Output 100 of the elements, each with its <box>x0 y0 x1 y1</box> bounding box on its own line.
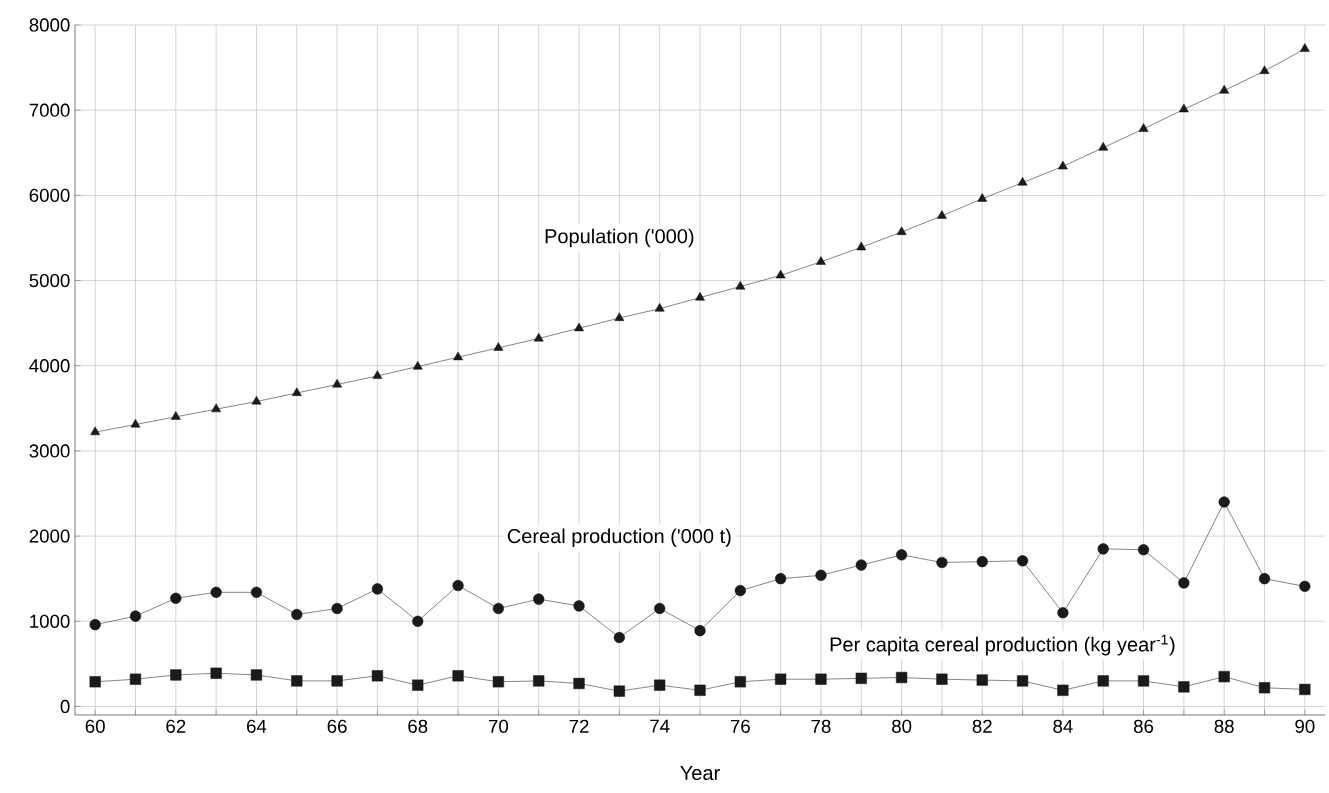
point <box>573 677 585 690</box>
point <box>1057 684 1069 696</box>
point <box>815 673 827 685</box>
y-tick-label: 4000 <box>29 359 70 373</box>
text: Population ('000) <box>545 228 694 248</box>
point <box>1016 555 1029 567</box>
point <box>573 600 585 612</box>
point <box>654 602 666 615</box>
point <box>1258 682 1271 694</box>
x-tick-label: 70 <box>488 719 509 733</box>
x-tick-label: 66 <box>327 719 347 733</box>
point <box>412 679 424 691</box>
point <box>816 256 826 265</box>
point <box>371 583 384 595</box>
point <box>130 418 141 428</box>
point <box>1058 160 1068 170</box>
point <box>775 269 786 279</box>
x-tick-label: 86 <box>1133 719 1154 733</box>
point <box>1258 573 1271 585</box>
point <box>775 573 787 585</box>
point <box>775 673 787 685</box>
point <box>896 671 908 684</box>
x-tick-label: 80 <box>892 719 912 733</box>
point <box>89 619 101 631</box>
point <box>1097 675 1109 687</box>
y-tick-label: 0 <box>60 699 70 714</box>
series-label: Cereal production ('000 t) <box>507 528 731 548</box>
point <box>1178 103 1189 113</box>
point <box>331 602 343 615</box>
y-tick-label: 1000 <box>30 614 70 628</box>
point <box>452 670 464 682</box>
point <box>1259 65 1270 74</box>
point <box>371 670 384 682</box>
point <box>856 241 867 251</box>
point <box>937 210 947 219</box>
x-tick-label: 64 <box>247 719 267 733</box>
point <box>250 586 263 598</box>
point <box>291 387 302 396</box>
point <box>1057 607 1069 619</box>
x-tick-label: 88 <box>1214 719 1234 733</box>
point <box>936 673 948 685</box>
x-axis-title: Year <box>680 766 720 781</box>
x-tick-label: 76 <box>730 719 750 733</box>
y-tick-label: 2000 <box>29 529 70 543</box>
x-tick-label: 78 <box>811 719 831 733</box>
point <box>654 679 666 691</box>
point <box>533 332 544 342</box>
x-tick-label: 68 <box>408 719 428 733</box>
point <box>695 291 705 301</box>
point <box>412 360 423 370</box>
point <box>694 684 706 696</box>
point <box>372 370 383 379</box>
point <box>90 426 101 436</box>
point <box>493 342 504 351</box>
x-tick-label: 74 <box>650 719 670 733</box>
point <box>210 586 222 598</box>
point <box>1016 675 1029 687</box>
x-tick-label: 84 <box>1053 719 1073 733</box>
point <box>210 667 222 679</box>
point <box>815 569 827 581</box>
point <box>855 672 867 684</box>
point <box>977 193 988 202</box>
point <box>1219 84 1230 94</box>
point <box>654 303 665 312</box>
y-tick-label: 6000 <box>29 188 70 202</box>
point <box>129 673 142 685</box>
x-tick-label: 62 <box>166 719 186 733</box>
point <box>492 602 504 615</box>
point <box>412 615 424 627</box>
point <box>1138 123 1149 132</box>
x-tick-label: 72 <box>569 719 589 733</box>
point <box>1299 43 1310 52</box>
x-tick-label: 90 <box>1295 719 1315 733</box>
point <box>1218 496 1230 508</box>
point <box>452 579 464 592</box>
x-tick-label: 60 <box>85 719 105 733</box>
point <box>1017 176 1028 186</box>
point <box>976 556 988 568</box>
point <box>170 669 182 681</box>
point <box>331 675 343 687</box>
x-tick-label: 82 <box>972 719 992 733</box>
point <box>896 549 908 561</box>
point <box>170 592 182 604</box>
point <box>613 685 625 697</box>
point <box>1218 671 1230 683</box>
y-tick-label: 5000 <box>29 273 70 288</box>
point <box>855 559 867 571</box>
point <box>936 556 948 569</box>
point <box>89 676 101 688</box>
point <box>453 351 463 361</box>
point <box>1299 683 1311 696</box>
point <box>129 610 142 622</box>
point <box>1137 544 1150 556</box>
point <box>976 674 988 686</box>
series-label: Per capita cereal production (kg year$^{-1}$) <box>830 634 1175 656</box>
point <box>896 226 907 235</box>
point <box>574 322 584 332</box>
point <box>1098 142 1109 151</box>
point <box>332 378 342 388</box>
point <box>251 395 262 405</box>
